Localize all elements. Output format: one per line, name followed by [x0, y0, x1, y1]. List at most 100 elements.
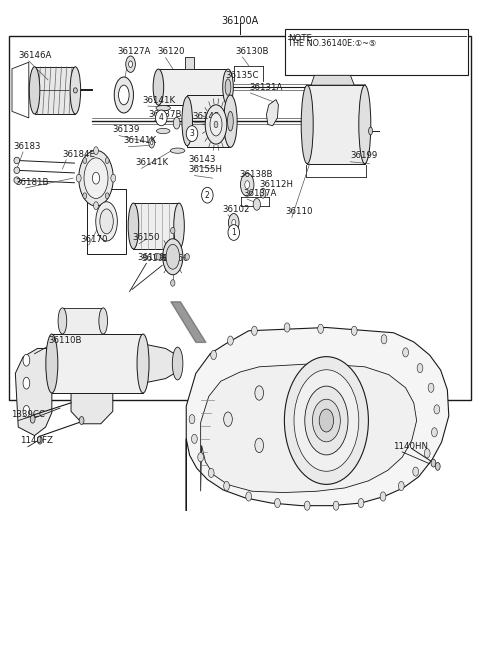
Bar	[185, 57, 194, 69]
Ellipse shape	[156, 105, 170, 111]
Ellipse shape	[225, 79, 231, 96]
Ellipse shape	[30, 415, 35, 423]
Ellipse shape	[126, 56, 135, 72]
Ellipse shape	[29, 67, 40, 114]
Ellipse shape	[156, 128, 170, 134]
Text: 36138B: 36138B	[239, 170, 273, 179]
Ellipse shape	[253, 198, 261, 210]
Text: 36139: 36139	[113, 125, 140, 134]
Ellipse shape	[151, 141, 153, 145]
Ellipse shape	[170, 148, 185, 153]
Ellipse shape	[96, 202, 117, 241]
Ellipse shape	[58, 308, 67, 334]
Ellipse shape	[37, 436, 42, 444]
Text: 36141K: 36141K	[124, 136, 157, 145]
Text: 36135C: 36135C	[226, 71, 259, 80]
Polygon shape	[12, 62, 29, 118]
Text: 1140FZ: 1140FZ	[20, 436, 53, 445]
Ellipse shape	[301, 85, 313, 164]
Bar	[87, 189, 126, 254]
Polygon shape	[143, 344, 179, 383]
Ellipse shape	[111, 174, 116, 182]
Text: 36100A: 36100A	[221, 16, 259, 26]
Text: 4: 4	[159, 113, 164, 122]
Ellipse shape	[94, 202, 98, 210]
Ellipse shape	[284, 356, 369, 485]
Ellipse shape	[73, 88, 77, 93]
Text: 36137A: 36137A	[243, 189, 277, 198]
Ellipse shape	[79, 151, 113, 206]
Ellipse shape	[205, 105, 227, 144]
Ellipse shape	[413, 467, 419, 476]
Ellipse shape	[369, 127, 372, 135]
Text: 36102: 36102	[222, 204, 250, 214]
Ellipse shape	[428, 383, 434, 392]
Polygon shape	[71, 393, 113, 424]
Ellipse shape	[153, 69, 164, 105]
Bar	[158, 69, 228, 105]
Ellipse shape	[398, 481, 404, 491]
Ellipse shape	[312, 400, 340, 442]
Ellipse shape	[100, 209, 113, 234]
Text: 3: 3	[190, 129, 194, 138]
Ellipse shape	[83, 158, 87, 164]
Text: 36110: 36110	[286, 207, 313, 216]
Text: 1339CC: 1339CC	[11, 410, 45, 419]
Bar	[285, 29, 468, 75]
Ellipse shape	[173, 117, 180, 129]
Ellipse shape	[260, 189, 266, 198]
Ellipse shape	[211, 350, 216, 360]
Ellipse shape	[252, 326, 257, 335]
Ellipse shape	[105, 193, 109, 198]
Ellipse shape	[403, 348, 408, 357]
Ellipse shape	[228, 111, 233, 131]
Ellipse shape	[23, 354, 30, 366]
Ellipse shape	[333, 501, 339, 510]
Ellipse shape	[192, 434, 197, 443]
Text: 36141K: 36141K	[142, 96, 175, 105]
Ellipse shape	[381, 335, 387, 344]
Text: 36150: 36150	[132, 233, 159, 242]
Ellipse shape	[171, 227, 175, 234]
Ellipse shape	[163, 239, 183, 275]
Ellipse shape	[92, 172, 100, 184]
Ellipse shape	[99, 308, 108, 334]
Ellipse shape	[358, 498, 364, 508]
Polygon shape	[186, 328, 449, 511]
Ellipse shape	[434, 405, 440, 414]
Ellipse shape	[208, 468, 214, 477]
Text: 36141K: 36141K	[136, 158, 169, 167]
Text: 36120: 36120	[157, 47, 185, 56]
Ellipse shape	[417, 364, 423, 373]
Text: 36181B: 36181B	[15, 178, 49, 187]
Ellipse shape	[105, 158, 109, 164]
Circle shape	[186, 126, 198, 141]
Text: 36130B: 36130B	[235, 47, 269, 56]
Ellipse shape	[171, 280, 175, 286]
Polygon shape	[201, 364, 417, 493]
Ellipse shape	[79, 417, 84, 424]
Ellipse shape	[174, 203, 184, 249]
Ellipse shape	[156, 253, 160, 260]
Text: 36131A: 36131A	[250, 83, 283, 92]
Ellipse shape	[224, 95, 237, 147]
Circle shape	[156, 110, 167, 126]
Ellipse shape	[185, 253, 189, 260]
Ellipse shape	[232, 219, 236, 226]
Text: 2: 2	[205, 191, 210, 200]
Polygon shape	[311, 75, 354, 85]
Ellipse shape	[294, 369, 359, 472]
Text: 36155H: 36155H	[189, 165, 223, 174]
Ellipse shape	[275, 498, 280, 508]
Ellipse shape	[23, 405, 30, 417]
Text: 36199: 36199	[350, 151, 378, 160]
Ellipse shape	[94, 147, 98, 155]
Ellipse shape	[14, 167, 20, 174]
Text: 36146A: 36146A	[18, 50, 52, 60]
Polygon shape	[266, 100, 278, 126]
Text: 36127A: 36127A	[118, 47, 151, 56]
Text: 36137B: 36137B	[149, 110, 182, 119]
Ellipse shape	[46, 334, 58, 393]
Ellipse shape	[84, 158, 108, 198]
Ellipse shape	[166, 244, 180, 269]
